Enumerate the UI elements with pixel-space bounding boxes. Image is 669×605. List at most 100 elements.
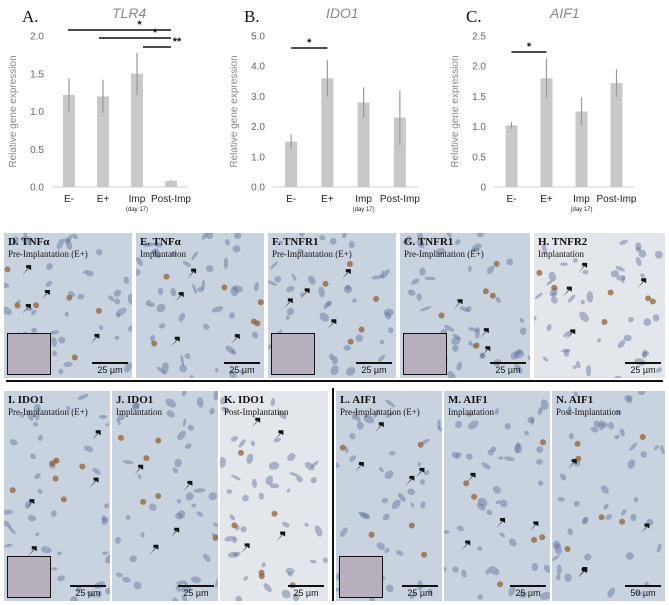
panel-title: G. TNFR1	[404, 236, 454, 248]
y-tick-label: 2.0	[251, 122, 265, 133]
micrograph-panel: I. IDO1 Pre-Implantation (E+) 25 µm	[4, 391, 110, 601]
scale-label: 25 µm	[183, 588, 209, 598]
panel-title: J. IDO1	[116, 394, 154, 406]
bar-E-	[63, 94, 75, 187]
negative-control-inset	[7, 333, 51, 375]
scale-label: 25 µm	[630, 365, 656, 375]
y-tick-label: 0.5	[30, 145, 44, 156]
y-tick-label: 3.0	[251, 92, 265, 103]
panel-title: H. TNFR2	[538, 236, 588, 248]
x-tick-sublabel: (day 17)	[126, 207, 148, 213]
x-tick-label: Post-Imp	[380, 194, 420, 205]
panel-caption: D. TNFα Pre-Implantation (E+)	[8, 236, 88, 260]
scale-label: 25 µm	[97, 365, 123, 375]
negative-control-inset	[271, 333, 315, 375]
panel-caption: G. TNFR1 Pre-Implantation (E+)	[404, 236, 484, 260]
scale-bar: 25 µm	[356, 362, 392, 375]
panel-subtitle: Implantation	[116, 407, 162, 417]
panel-subtitle: Pre-Implantation (E+)	[404, 249, 484, 259]
panel-caption: L. AIF1 Pre-Implantation (E+)	[340, 394, 420, 418]
micrograph-panel: F. TNFR1 Pre-Implantation (E+) 25 µm	[268, 233, 396, 378]
y-axis-label: Relative gene expression	[450, 55, 461, 167]
micrograph-panel: H. TNFR2 Implantation 25 µm	[534, 233, 665, 378]
scale-label: 50 µm	[630, 588, 656, 598]
panel-title: N. AIF1	[556, 394, 594, 406]
scale-bar: 25 µm	[70, 585, 106, 598]
y-tick-label: 2.0	[472, 62, 486, 73]
micrograph-panel: M. AIF1 Implantation 25 µm	[444, 391, 550, 601]
panel-title: K. IDO1	[224, 394, 265, 406]
micrograph-panel: D. TNFα Pre-Implantation (E+) 25 µm	[4, 233, 132, 378]
bar-Imp	[575, 111, 588, 187]
scale-label: 25 µm	[407, 588, 433, 598]
negative-control-inset	[339, 556, 383, 598]
micrograph-panel: L. AIF1 Pre-Implantation (E+) 25 µm	[336, 391, 442, 601]
panel-title: D. TNFα	[8, 236, 50, 248]
panel-subtitle: Implantation	[448, 407, 494, 417]
y-tick-label: 1.0	[30, 107, 44, 118]
panel-letter: C.	[466, 7, 482, 26]
panel-caption: K. IDO1 Post-Implantation	[224, 394, 289, 418]
scale-label: 25 µm	[515, 588, 541, 598]
panel-caption: F. TNFR1 Pre-Implantation (E+)	[272, 236, 352, 260]
x-tick-sublabel: (day 17)	[353, 207, 375, 213]
bar-Post-Imp	[165, 180, 177, 187]
x-tick-label: E-	[507, 194, 517, 205]
micrograph-panel: K. IDO1 Post-Implantation 25 µm	[220, 391, 328, 601]
x-tick-label: Imp	[129, 194, 146, 205]
significance-mark: **	[173, 36, 182, 48]
scale-bar: 25 µm	[625, 362, 661, 375]
scale-bar: 25 µm	[224, 362, 260, 375]
x-tick-label: E-	[64, 194, 74, 205]
negative-control-inset	[7, 556, 51, 598]
panel-title: I. IDO1	[8, 394, 45, 406]
bar-E-	[505, 125, 518, 187]
y-tick-label: 0	[480, 183, 486, 194]
panel-subtitle: Pre-Implantation (E+)	[8, 249, 88, 259]
panel-letter: A.	[22, 7, 39, 26]
x-tick-label: Post-Imp	[596, 194, 636, 205]
y-tick-label: 1.5	[472, 92, 486, 103]
micrograph-panel: E. TNFα Implantation 25 µm	[136, 233, 264, 378]
y-axis-label: Relative gene expression	[8, 55, 19, 167]
scale-bar: 25 µm	[402, 585, 438, 598]
micrograph-panel: J. IDO1 Implantation 25 µm	[112, 391, 218, 601]
scale-bar: 25 µm	[288, 585, 324, 598]
panel-subtitle: Pre-Implantation (E+)	[8, 407, 88, 417]
panel-subtitle: Implantation	[538, 249, 584, 259]
scale-bar: 50 µm	[625, 585, 661, 598]
x-tick-label: E+	[97, 194, 110, 205]
x-tick-label: E+	[321, 194, 334, 205]
bar-E-	[285, 141, 298, 187]
bar-Imp	[131, 73, 143, 187]
chart-title: TLR4	[112, 5, 146, 21]
x-tick-label: E+	[540, 194, 553, 205]
bar-E+	[97, 96, 109, 187]
y-tick-label: 1.5	[30, 69, 44, 80]
micrograph-panel: G. TNFR1 Pre-Implantation (E+) 25 µm	[400, 233, 530, 378]
bar-charts: A. TLR4 Relative gene expression 0.0 0.5 1.0 1…	[8, 5, 637, 213]
panel-caption: H. TNFR2 Implantation	[538, 236, 587, 260]
y-tick-label: 4.0	[251, 62, 265, 73]
chart-title: IDO1	[326, 5, 359, 21]
scale-label: 25 µm	[75, 588, 101, 598]
significance-mark: *	[307, 37, 312, 49]
scale-bar: 25 µm	[490, 362, 526, 375]
significance-mark: *	[527, 41, 532, 53]
panel-subtitle: Post-Implantation	[556, 407, 621, 417]
y-tick-label: 1.0	[472, 122, 486, 133]
panel-title: F. TNFR1	[272, 236, 319, 248]
y-tick-label: 2.5	[472, 32, 486, 43]
bar-Post-Imp	[610, 83, 623, 187]
y-tick-label: 1.0	[251, 152, 265, 163]
panel-letter: B.	[244, 7, 260, 26]
bar-Imp	[357, 102, 370, 187]
x-tick-label: Imp	[573, 194, 590, 205]
scale-bar: 25 µm	[510, 585, 546, 598]
vertical-divider	[332, 388, 334, 601]
panel-title: E. TNFα	[140, 236, 181, 248]
bar-E+	[540, 78, 553, 187]
scale-label: 25 µm	[495, 365, 521, 375]
panel-caption: M. AIF1 Implantation	[448, 394, 494, 418]
chart-title: AIF1	[549, 5, 580, 21]
